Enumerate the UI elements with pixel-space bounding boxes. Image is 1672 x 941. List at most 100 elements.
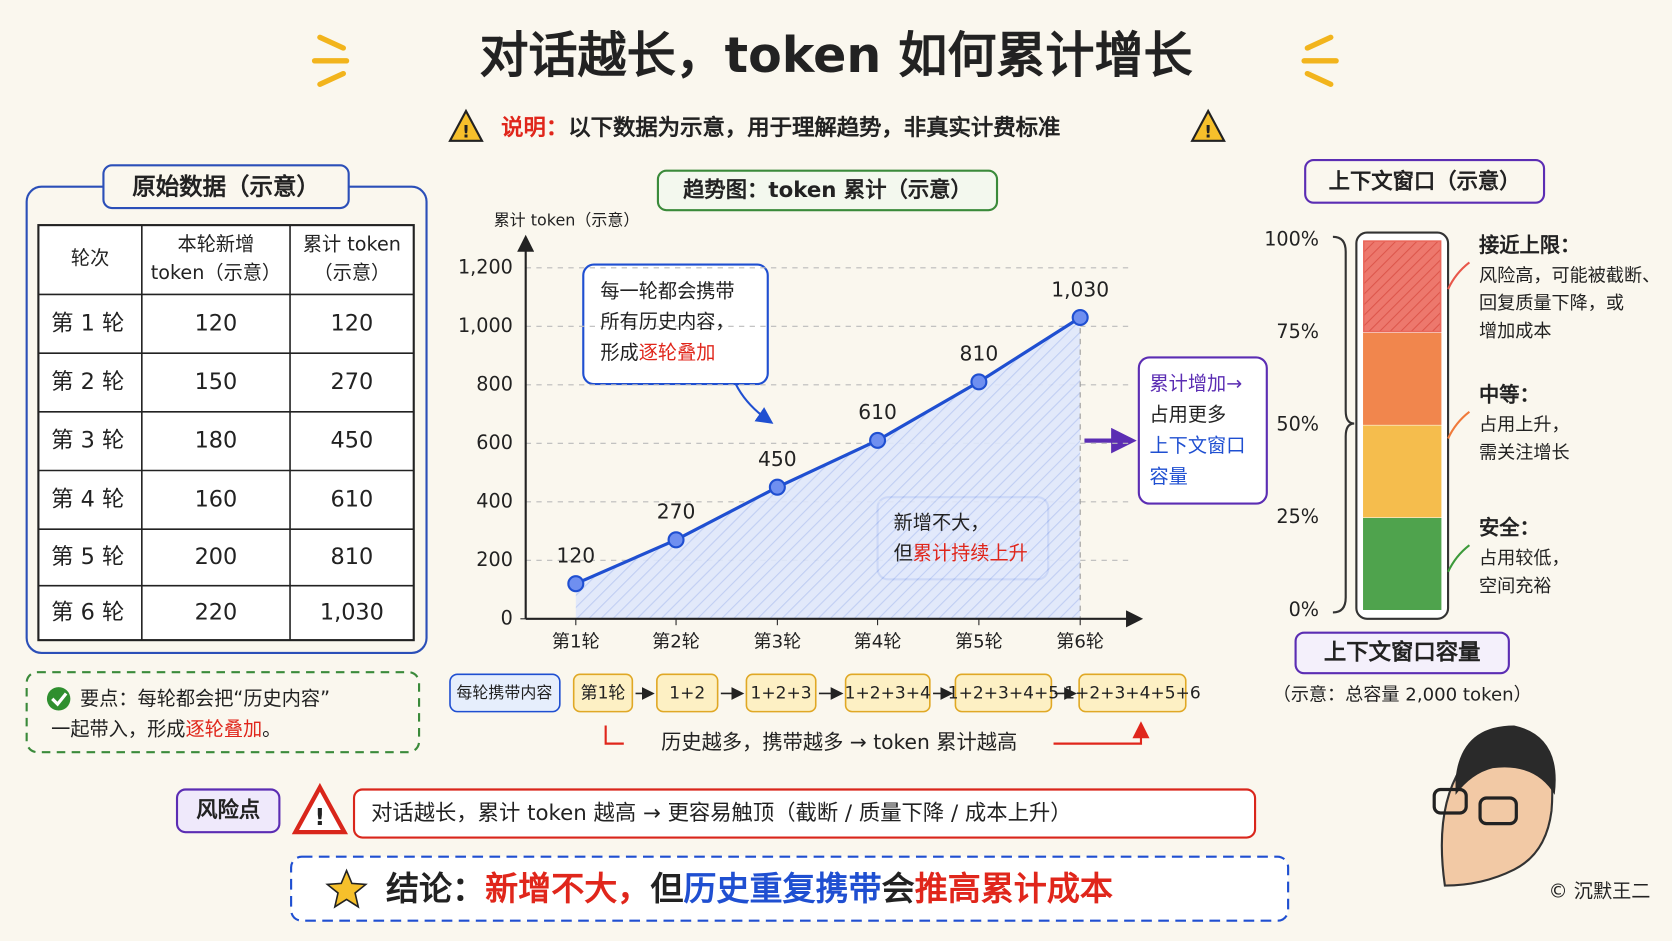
carry-label: 每轮携带内容 — [456, 683, 552, 702]
carry-item-box — [745, 673, 817, 713]
context-caption-box — [1294, 631, 1510, 675]
gauge-tick-label: 25% — [1276, 505, 1319, 528]
level-arrow — [1447, 544, 1471, 573]
area — [575, 317, 1081, 619]
value-label: 120 — [556, 544, 595, 568]
side-note: 占用更多 — [1150, 403, 1227, 426]
level-desc: 需关注增长 — [1479, 442, 1570, 463]
avatar — [1432, 725, 1556, 887]
point — [567, 575, 585, 593]
point — [869, 431, 887, 449]
x-tick-label: 第6轮 — [1056, 631, 1104, 652]
text-segment: 新增不大， — [485, 868, 650, 907]
x-tick-label: 第3轮 — [753, 631, 801, 652]
x-tick-label: 第1轮 — [552, 631, 600, 652]
carry-item: 1+2 — [669, 683, 705, 703]
table-cell: 160 — [195, 486, 238, 512]
carry-item-box — [656, 673, 719, 713]
gauge-tick-label: 100% — [1264, 228, 1319, 251]
table-title-box — [102, 164, 350, 210]
line — [575, 316, 1082, 586]
x-tick-label: 第4轮 — [854, 631, 902, 652]
level-desc: 占用较低， — [1479, 548, 1570, 569]
capacity-note: （示意：总容量 2,000 token） — [1273, 685, 1532, 706]
y-tick-label: 200 — [476, 548, 513, 571]
gauge-band — [1363, 425, 1442, 518]
credit: © 沉默王二 — [1548, 879, 1650, 902]
text-segment: 累计持续上升 — [913, 541, 1028, 564]
table-cell: 第 5 轮 — [51, 544, 124, 570]
svg-text:!: ! — [1204, 122, 1212, 142]
annotation: 形成逐轮叠加 — [600, 341, 715, 364]
table-cell: 第 2 轮 — [51, 369, 124, 395]
text-segment: 要点：每轮都会把“历史内容” — [80, 686, 330, 709]
check-icon — [46, 687, 71, 711]
column-header: 轮次 — [71, 247, 109, 270]
side-note: 累计增加→ — [1150, 372, 1243, 395]
point — [667, 531, 685, 549]
level-desc: 占用上升， — [1479, 415, 1570, 436]
risk-box — [352, 788, 1257, 839]
value-label: 270 — [657, 500, 696, 524]
context-title-box — [1304, 158, 1546, 204]
side-note: 上下文窗口 — [1150, 433, 1246, 456]
text-segment: 每一轮都会携带 — [600, 279, 734, 302]
carry-item: 1+2+3+4+5 — [948, 683, 1059, 703]
annotation: 每一轮都会携带 — [600, 279, 734, 302]
table-cell: 第 1 轮 — [51, 310, 124, 336]
risk-icon — [291, 782, 349, 835]
text-segment: 会 — [882, 868, 915, 907]
text-segment: 以下数据为示意，用于理解趋势，非真实计费标准 — [568, 114, 1060, 141]
y-tick-label: 400 — [476, 489, 513, 512]
risk-label: 风险点 — [196, 797, 260, 823]
text-segment: 累计增加→ — [1150, 372, 1243, 395]
table-cell: 450 — [331, 428, 374, 454]
column-header: token（示意） — [151, 261, 281, 284]
text-segment: 说明： — [501, 115, 568, 141]
carry-item-box — [844, 673, 931, 713]
value-label: 810 — [960, 342, 999, 366]
carry-item: 1+2+3 — [751, 683, 812, 703]
carry-item: 1+2+3+4 — [845, 683, 931, 703]
note: 说明：以下数据为示意，用于理解趋势，非真实计费标准 — [501, 114, 1060, 141]
text-segment: 结论： — [386, 868, 485, 907]
svg-text:!: ! — [462, 122, 470, 142]
context-caption: 上下文窗口容量 — [1324, 638, 1481, 665]
level-desc: 回复质量下降，或 — [1479, 293, 1624, 314]
level-name: 中等： — [1479, 382, 1540, 406]
y-tick-label: 0 — [501, 606, 513, 629]
column-header: （示意） — [314, 261, 391, 284]
point — [970, 373, 988, 391]
x-tick-label: 第2轮 — [652, 631, 700, 652]
table-cell: 150 — [195, 369, 238, 395]
text-segment: 推高累计成本 — [915, 868, 1113, 907]
point — [768, 478, 786, 496]
text-segment: 但 — [894, 541, 913, 564]
x-tick-label: 第5轮 — [955, 631, 1003, 652]
carry-item: 1+2+3+4+5+6 — [1064, 683, 1200, 703]
table-title: 原始数据（示意） — [132, 172, 320, 200]
risk-label-box — [175, 788, 281, 834]
value-label: 1,030 — [1051, 277, 1109, 301]
level-desc: 增加成本 — [1479, 321, 1551, 342]
title-decoration — [311, 34, 1339, 87]
callout-arrow — [734, 383, 774, 424]
column-header: 累计 token — [303, 232, 401, 255]
text-segment: 容量 — [1150, 464, 1188, 487]
annotation: 但累计持续上升 — [894, 541, 1028, 564]
carry-bracket — [1053, 721, 1150, 745]
table-note: 一起带入，形成逐轮叠加。 — [51, 717, 281, 740]
level-desc: 空间充裕 — [1479, 576, 1551, 597]
table-note: 要点：每轮都会把“历史内容” — [80, 686, 330, 709]
side-note: 容量 — [1150, 464, 1188, 487]
conclusion: 结论：新增不大，但历史重复携带会推高累计成本 — [386, 868, 1113, 907]
conclusion-box — [290, 855, 1290, 922]
gauge-brace — [1332, 235, 1355, 614]
level-name: 接近上限： — [1479, 233, 1580, 257]
risk-icon-mark: ! — [315, 803, 326, 831]
text-segment: 逐轮叠加 — [639, 341, 716, 364]
carry-label-box — [449, 673, 561, 713]
side-note-box — [1137, 356, 1268, 505]
y-tick-label: 600 — [476, 431, 513, 454]
table-cell: 第 4 轮 — [51, 486, 124, 512]
